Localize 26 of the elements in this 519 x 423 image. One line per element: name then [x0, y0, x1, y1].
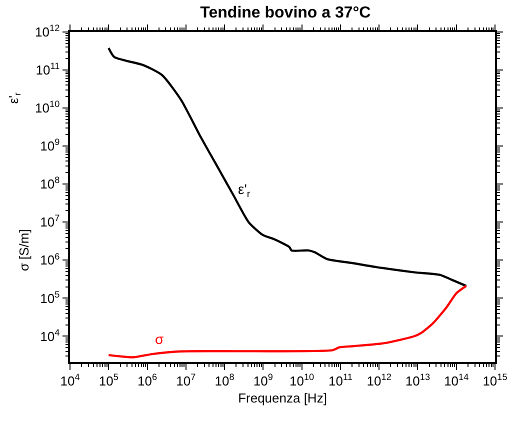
annotation: ε'$_{r}$: [238, 181, 251, 200]
x-tick-label: 10$^{8}$: [214, 372, 234, 388]
x-tick-label: 10$^{9}$: [253, 372, 273, 388]
x-tick-label: 10$^{13}$: [405, 372, 430, 388]
y-tick-label: 10$^{6}$: [40, 251, 60, 268]
x-tick-label: 10$^{14}$: [444, 372, 469, 388]
y-tick-label: 10$^{5}$: [40, 289, 60, 306]
x-tick-label: 10$^{5}$: [98, 372, 118, 388]
y-tick-label: 10$^{11}$: [36, 61, 60, 78]
y-tick-label: 10$^{8}$: [40, 175, 60, 192]
x-tick-label: 10$^{15}$: [482, 372, 508, 388]
y-tick-label: 10$^{12}$: [35, 23, 60, 40]
y-tick-label: 10$^{9}$: [40, 137, 60, 154]
x-axis-title: Frequenza [Hz]: [238, 390, 327, 406]
y-tick-label: 10$^{4}$: [40, 327, 60, 344]
x-tick-label: 10$^{11}$: [328, 372, 352, 388]
x-tick-label: 10$^{7}$: [176, 372, 196, 388]
x-tick-label: 10$^{4}$: [60, 372, 80, 388]
x-tick-label: 10$^{10}$: [290, 372, 314, 388]
y-tick-label: 10$^{10}$: [35, 99, 60, 116]
y-axis-title: σ [S/m]: [16, 229, 32, 272]
x-tick-label: 10$^{6}$: [138, 372, 158, 388]
chart-title: Tendine bovino a 37°C: [200, 4, 372, 22]
annotation: σ: [155, 331, 164, 347]
x-tick-label: 10$^{12}$: [366, 372, 392, 388]
y-tick-label: 10$^{7}$: [40, 213, 60, 230]
